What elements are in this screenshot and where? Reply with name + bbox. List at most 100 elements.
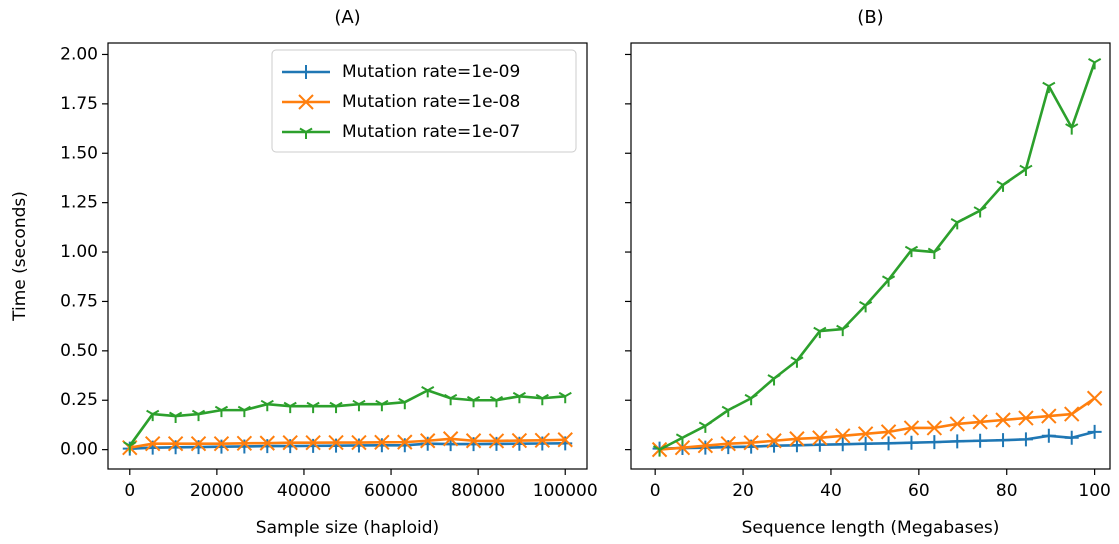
- marker: [329, 438, 344, 453]
- marker: [236, 435, 253, 452]
- series-line: [658, 61, 1096, 451]
- marker: [191, 409, 206, 422]
- marker: [511, 432, 528, 449]
- x-tick-label: 100000: [533, 481, 598, 501]
- y-tick-label: 1.50: [60, 143, 98, 163]
- marker: [996, 180, 1010, 192]
- y-tick-label: 1.75: [60, 94, 98, 114]
- marker: [420, 433, 436, 449]
- x-tick-label: 40: [820, 481, 842, 501]
- marker: [927, 435, 942, 450]
- marker: [1087, 424, 1102, 439]
- marker: [1018, 410, 1034, 426]
- legend-label: Mutation rate=1e-08: [342, 92, 520, 112]
- marker: [351, 434, 367, 451]
- marker: [466, 395, 481, 408]
- series-line: [128, 389, 566, 447]
- marker: [299, 127, 313, 139]
- marker: [836, 324, 850, 337]
- marker: [904, 435, 919, 450]
- marker: [881, 275, 896, 287]
- x-tick-label: 60000: [364, 481, 418, 501]
- marker: [512, 391, 526, 404]
- marker: [835, 428, 851, 444]
- marker: [1019, 164, 1033, 177]
- marker: [328, 434, 344, 451]
- marker: [1041, 428, 1056, 443]
- marker: [743, 435, 759, 451]
- legend-label: Mutation rate=1e-09: [342, 62, 520, 82]
- marker: [721, 405, 735, 418]
- marker: [858, 436, 873, 451]
- marker: [927, 247, 941, 260]
- marker: [789, 438, 804, 453]
- marker: [305, 435, 321, 451]
- x-tick-label: 0: [650, 481, 661, 501]
- marker: [144, 436, 161, 452]
- marker: [698, 421, 712, 433]
- marker: [903, 420, 920, 436]
- marker: [857, 426, 874, 442]
- marker: [926, 420, 943, 436]
- marker: [260, 399, 274, 412]
- x-axis-label: Sample size (haploid): [256, 518, 439, 538]
- marker: [766, 433, 782, 449]
- marker: [237, 405, 251, 418]
- marker: [352, 399, 366, 412]
- marker: [421, 385, 435, 398]
- marker: [282, 435, 298, 451]
- marker: [675, 433, 690, 445]
- marker: [420, 436, 435, 451]
- marker: [146, 409, 160, 422]
- marker: [859, 301, 873, 313]
- marker: [949, 416, 965, 432]
- marker: [306, 438, 321, 453]
- marker: [351, 438, 366, 453]
- marker: [698, 440, 713, 455]
- marker: [375, 399, 389, 412]
- marker: [512, 436, 527, 451]
- legend-label: Mutation rate=1e-07: [342, 122, 520, 142]
- marker: [1088, 57, 1102, 70]
- y-tick-label: 0.00: [60, 440, 98, 460]
- marker: [812, 437, 827, 452]
- y-axis-label: Time (seconds): [10, 191, 30, 322]
- marker: [283, 439, 298, 454]
- marker: [534, 432, 551, 449]
- legend-box: [271, 49, 577, 153]
- marker: [190, 436, 207, 452]
- marker: [398, 397, 412, 410]
- marker: [881, 436, 896, 451]
- marker: [1064, 406, 1080, 422]
- chart-title: (A): [334, 7, 360, 28]
- marker: [488, 433, 505, 449]
- marker: [973, 206, 987, 218]
- marker: [213, 436, 230, 452]
- marker: [1018, 432, 1033, 447]
- marker: [996, 433, 1011, 448]
- marker: [259, 435, 275, 451]
- y-tick-label: 0.50: [60, 341, 98, 361]
- marker: [123, 441, 137, 453]
- y-tick-label: 1.00: [60, 242, 98, 262]
- x-tick-label: 80: [996, 481, 1018, 501]
- series-line: [659, 397, 1096, 451]
- marker: [214, 405, 229, 418]
- marker: [442, 431, 459, 447]
- x-axis-label: Sequence length (Megabases): [742, 518, 1000, 538]
- marker: [720, 436, 736, 452]
- marker: [1064, 430, 1079, 445]
- marker: [697, 437, 714, 454]
- marker: [283, 401, 297, 414]
- marker: [904, 245, 919, 258]
- marker: [674, 439, 691, 456]
- x-tick-label: 20: [732, 481, 754, 501]
- marker: [652, 445, 667, 457]
- y-tick-label: 2.00: [60, 44, 98, 64]
- marker: [465, 433, 482, 449]
- y-tick-label: 0.25: [60, 390, 98, 410]
- marker: [298, 94, 314, 110]
- marker: [835, 437, 850, 452]
- marker: [169, 411, 183, 424]
- marker: [767, 374, 781, 386]
